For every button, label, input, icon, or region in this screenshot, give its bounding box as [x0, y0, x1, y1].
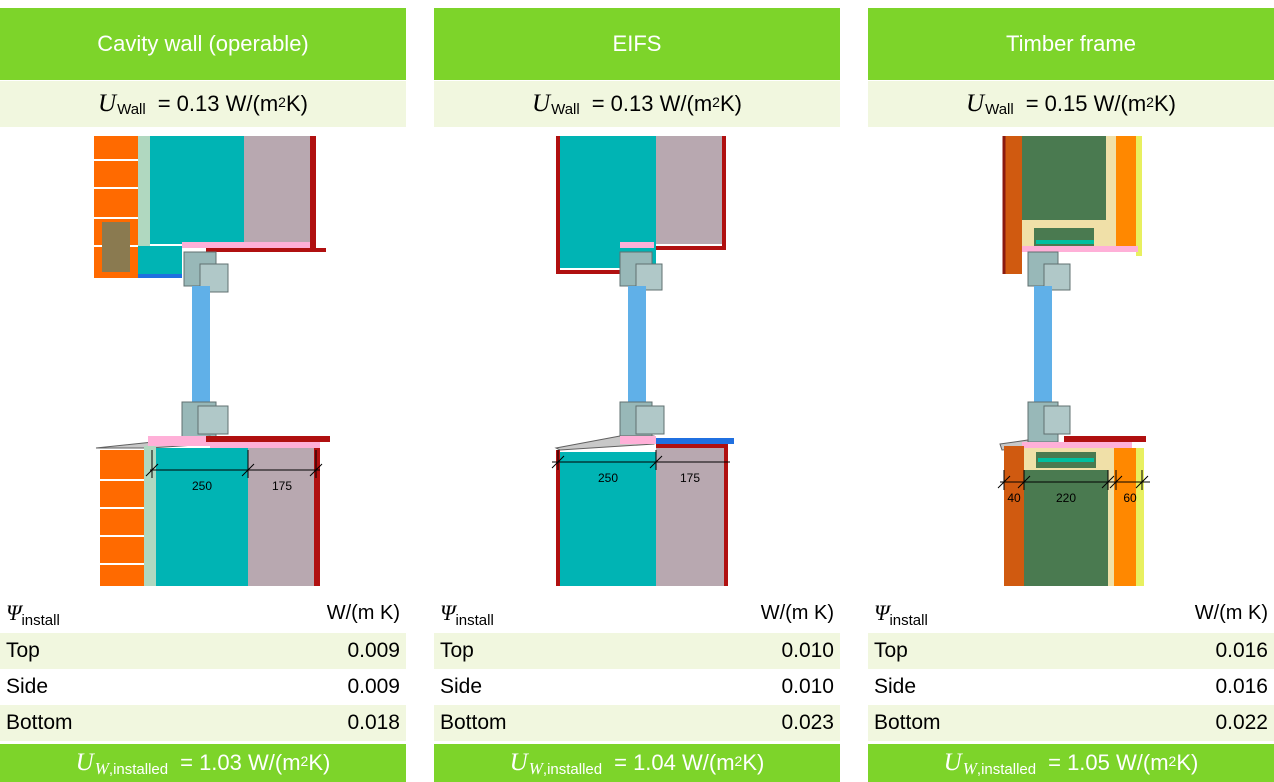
table-row: Top 0.010: [434, 633, 840, 669]
psi-header: Ψinstall W/(m K): [440, 600, 834, 629]
render-upper: [556, 136, 630, 274]
cavity-layer-upper: [138, 136, 150, 246]
panel-cavity-wall: Cavity wall (operable) U Wall = 0.13 W/(m…: [0, 8, 406, 782]
insulation-lower: [156, 448, 248, 586]
dim-label: 175: [680, 471, 700, 485]
u-wall-value: U Wall = 0.15 W/(m 2 K): [868, 81, 1274, 127]
cavity-wall-section-drawing: 250 175: [94, 136, 330, 586]
psi-header: Ψinstall W/(m K): [874, 600, 1268, 629]
seal-upper: [182, 242, 310, 248]
timber-stud-upper: [1022, 136, 1106, 220]
u-wall-value: U Wall = 0.13 W/(m 2 K): [434, 81, 840, 127]
dim-label: 60: [1123, 491, 1137, 505]
psi-unit: W/(m K): [326, 601, 400, 624]
reveal-lining-upper: [656, 136, 726, 250]
dimension-line: [145, 450, 323, 478]
dimension-line: [551, 450, 730, 470]
seal-lower: [210, 442, 320, 448]
u-installed-value: U W,installed = 1.04 W/(m 2 K): [434, 744, 840, 782]
glazing-pane: [192, 286, 210, 404]
cavity-layer-lower: [144, 446, 156, 586]
table-row: Side 0.016: [874, 675, 1268, 698]
dim-label: 220: [1056, 491, 1076, 505]
dim-label: 250: [192, 479, 212, 493]
reveal-lining-lower: [656, 444, 728, 586]
timber-frame-section-drawing: 40 220 60: [997, 136, 1150, 586]
timber-stud-lower: [1024, 448, 1108, 586]
table-row: Bottom 0.023: [434, 705, 840, 741]
psi-unit: W/(m K): [1194, 601, 1268, 624]
service-layer-lower: [1114, 448, 1136, 586]
panel-eifs: EIFS U Wall = 0.13 W/(m 2 K) 2: [434, 8, 840, 782]
insulation-upper: [558, 136, 656, 268]
dimension-line: [997, 470, 1150, 490]
service-layer-upper: [1116, 136, 1136, 248]
concrete-lower: [248, 448, 314, 586]
interior-sill-board: [1064, 436, 1146, 442]
frame-top-inner: [1043, 263, 1071, 291]
interior-sill-board: [656, 438, 734, 444]
sill-seal: [620, 436, 656, 444]
interior-sill-board: [206, 436, 330, 442]
panel-title: Timber frame: [868, 8, 1274, 80]
frame-bottom-inner: [1043, 405, 1071, 435]
psi-header: Ψinstall W/(m K): [6, 600, 400, 629]
table-row: Side 0.009: [6, 675, 400, 698]
panel-title: Cavity wall (operable): [0, 8, 406, 80]
eifs-section-drawing: 250 175: [551, 136, 734, 586]
cladding-upper: [1004, 136, 1022, 274]
head-flashing: [206, 248, 326, 252]
sill-seal: [1022, 442, 1132, 448]
frame-bottom-inner: [635, 405, 665, 435]
table-row: Top 0.009: [0, 633, 406, 669]
dim-label: 250: [598, 471, 618, 485]
table-row: Side 0.010: [440, 675, 834, 698]
seal-upper: [620, 242, 654, 248]
u-installed-value: U W,installed = 1.05 W/(m 2 K): [868, 744, 1274, 782]
reveal-lining-lower: [314, 446, 320, 586]
lining-upper: [1106, 136, 1116, 248]
panel-title: EIFS: [434, 8, 840, 80]
table-row: Top 0.016: [868, 633, 1274, 669]
dim-label: 175: [272, 479, 292, 493]
lintel-block: [102, 222, 130, 272]
glazing-pane: [1034, 286, 1052, 404]
insulation-upper: [150, 136, 244, 244]
insulation-lower: [560, 452, 656, 586]
reveal-lining-upper: [310, 136, 316, 252]
u-installed-value: U W,installed = 1.03 W/(m 2 K): [0, 744, 406, 782]
psi-unit: W/(m K): [760, 601, 834, 624]
lining-lower: [1108, 448, 1114, 586]
u-wall-value: U Wall = 0.13 W/(m 2 K): [0, 81, 406, 127]
outer-brick-lower: [100, 450, 144, 586]
membrane-lower: [1038, 458, 1094, 462]
cladding-lower: [1004, 446, 1024, 586]
insulation-reveal: [138, 246, 182, 274]
board-upper: [1136, 136, 1142, 256]
concrete-lower: [656, 446, 724, 586]
concrete-upper: [244, 136, 310, 244]
panel-timber-frame: Timber frame U Wall = 0.15 W/(m 2 K): [868, 8, 1274, 782]
sill-seal: [148, 436, 210, 446]
table-row: Bottom 0.022: [868, 705, 1274, 741]
table-row: Bottom 0.018: [0, 705, 406, 741]
concrete-upper: [656, 136, 724, 244]
dim-label: 40: [1007, 491, 1021, 505]
membrane-upper: [1036, 240, 1094, 244]
lintel-trim: [138, 274, 182, 278]
frame-top-inner: [635, 263, 663, 291]
board-lower: [1136, 448, 1144, 586]
seal-upper: [1022, 246, 1138, 252]
frame-bottom-inner: [197, 405, 229, 435]
glazing-pane: [628, 286, 646, 404]
